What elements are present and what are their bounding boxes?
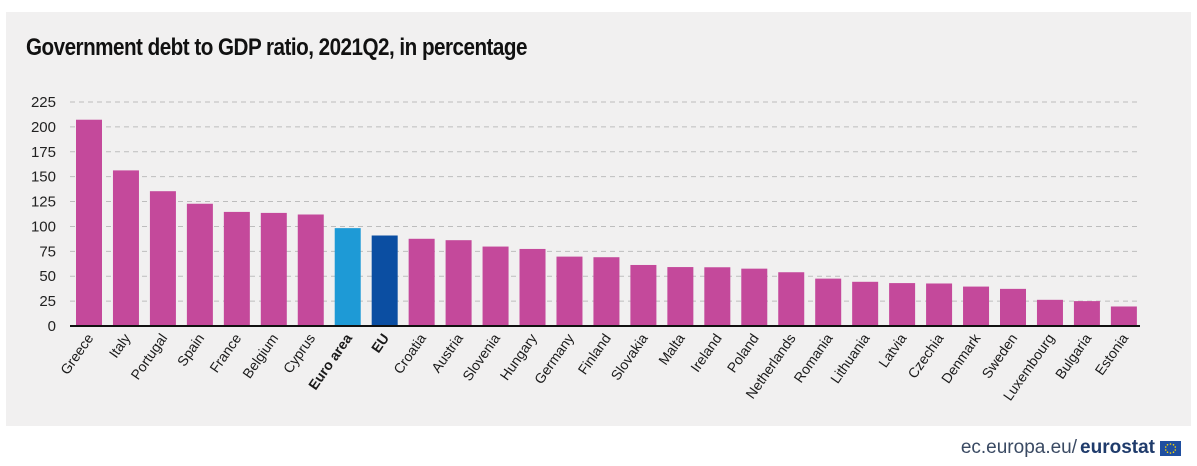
bar xyxy=(593,257,620,326)
chart-title: Government debt to GDP ratio, 2021Q2, in… xyxy=(26,34,527,61)
bar xyxy=(112,170,139,326)
x-tick-label: Estonia xyxy=(1091,330,1131,378)
bar xyxy=(815,278,842,326)
x-tick-label: France xyxy=(206,330,244,375)
y-tick-label: 75 xyxy=(39,243,56,260)
bar xyxy=(223,211,250,326)
bar xyxy=(630,264,657,326)
x-tick-label: EU xyxy=(368,331,392,356)
y-tick-label: 175 xyxy=(31,144,56,161)
bar xyxy=(704,267,731,326)
x-tick-label: Slovenia xyxy=(459,330,503,383)
x-tick-label: Slovakia xyxy=(607,330,651,383)
y-tick-label: 0 xyxy=(48,318,56,335)
bars xyxy=(76,119,1137,326)
bar xyxy=(741,268,768,326)
x-tick-label: Ireland xyxy=(687,331,725,375)
bar xyxy=(297,214,324,326)
eu-flag-icon xyxy=(1160,440,1181,456)
y-tick-label: 150 xyxy=(31,169,56,186)
bar xyxy=(482,246,509,326)
bar xyxy=(667,267,694,326)
x-tick-label: Cyprus xyxy=(280,331,319,377)
bar xyxy=(1036,299,1063,326)
y-tick-label: 225 xyxy=(31,94,56,111)
bar xyxy=(186,203,213,326)
y-tick-label: 200 xyxy=(31,119,56,136)
bar xyxy=(445,240,472,326)
y-axis-tick-labels: 0 25 50 75 100 125 150 175 200 225 xyxy=(31,94,56,335)
y-tick-label: 25 xyxy=(39,293,56,310)
y-tick-label: 100 xyxy=(31,218,56,235)
bar xyxy=(556,256,583,326)
bar xyxy=(260,212,287,326)
bar xyxy=(1073,301,1100,326)
bar xyxy=(1110,306,1137,326)
x-tick-label: Poland xyxy=(724,331,762,376)
bar xyxy=(1000,288,1026,326)
x-tick-label: Malta xyxy=(655,330,688,367)
bar xyxy=(334,228,361,326)
bar xyxy=(963,286,990,326)
bar xyxy=(889,283,916,326)
bar xyxy=(926,283,953,326)
x-tick-label: Greece xyxy=(57,330,97,377)
x-tick-label: Belgium xyxy=(239,331,281,382)
bar xyxy=(519,248,546,326)
footer-brand: eurostat xyxy=(1080,437,1155,458)
x-tick-label: Austria xyxy=(428,330,466,375)
x-tick-label: Croatia xyxy=(390,330,429,376)
y-tick-label: 50 xyxy=(39,268,56,285)
bar xyxy=(778,272,805,326)
bar xyxy=(371,235,398,326)
bar xyxy=(852,281,879,326)
x-tick-label: Latvia xyxy=(875,330,910,370)
x-tick-label: Portugal xyxy=(127,331,170,383)
x-tick-label: Denmark xyxy=(938,330,984,387)
footer-url: ec.europa.eu/ xyxy=(960,437,1078,458)
footer-source: ec.europa.eu/eurostat xyxy=(961,437,1181,459)
bar xyxy=(76,119,102,326)
x-tick-label: Bulgaria xyxy=(1052,330,1095,381)
y-tick-label: 125 xyxy=(31,194,56,211)
bar xyxy=(149,191,176,326)
x-tick-label: Finland xyxy=(574,331,613,378)
bar xyxy=(408,238,435,326)
x-tick-label: Italy xyxy=(106,331,134,361)
x-tick-label: Spain xyxy=(174,331,208,370)
